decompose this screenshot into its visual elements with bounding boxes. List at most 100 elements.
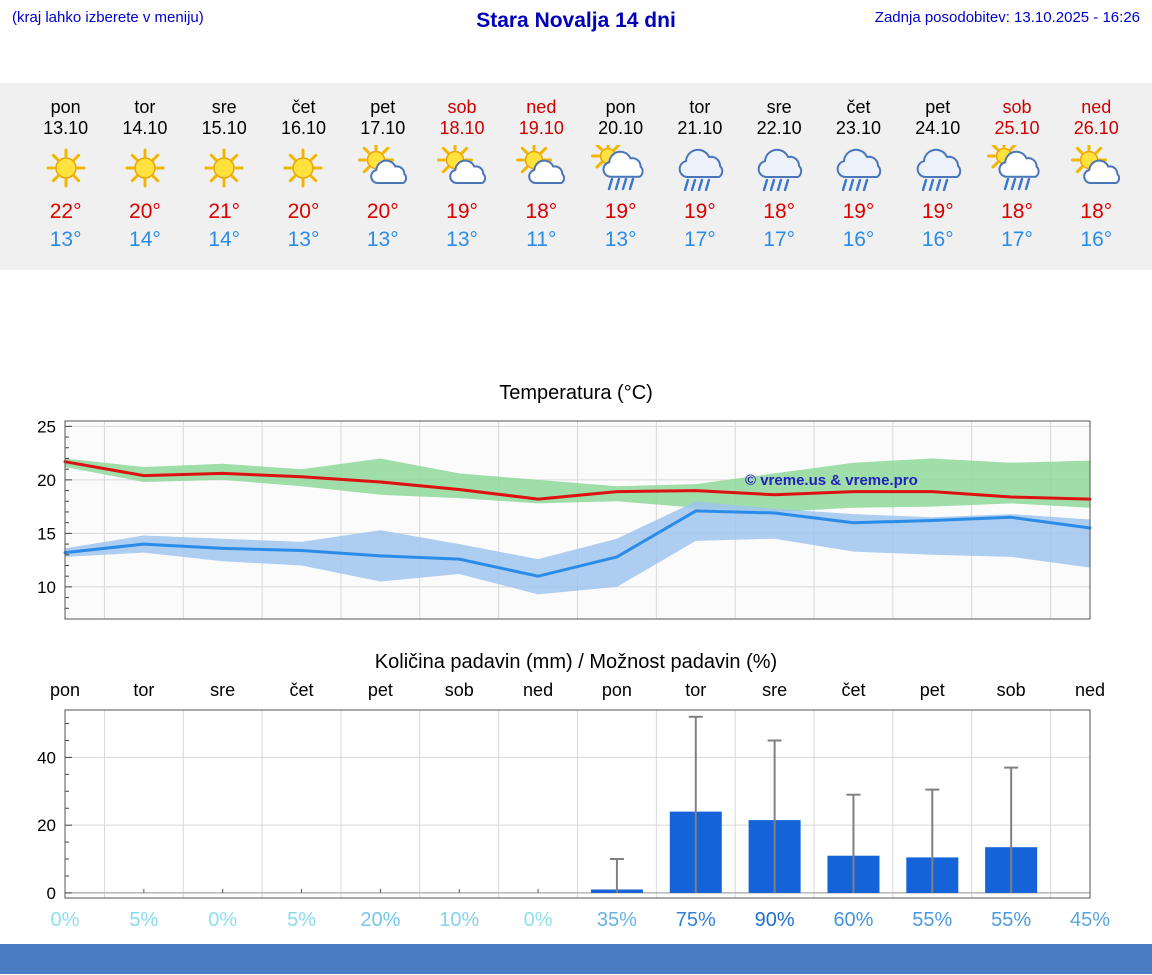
sun-rain-weather-icon (987, 145, 1040, 191)
day-date: 25.10 (994, 118, 1040, 139)
precip-day-label: pon (50, 680, 80, 700)
day-column: sob 25.10 18° 17° (977, 97, 1056, 252)
plot-border (64, 420, 1091, 620)
precip-day-label: čet (290, 680, 314, 700)
sun-ray (51, 175, 59, 183)
day-name: pet (370, 97, 396, 117)
precip-day-label: ned (1075, 680, 1105, 700)
rain-drop (614, 178, 620, 191)
temp-y-tick-label: 15 (37, 525, 56, 544)
precip-probability: 10% (439, 909, 479, 931)
day-column: ned 19.10 18° 11° (502, 97, 581, 252)
high-temp: 20° (366, 200, 399, 224)
watermark: © vreme.us & vreme.pro (745, 472, 918, 489)
max-temp-range-band (65, 458, 1090, 513)
partly-weather-icon (516, 145, 566, 185)
day-date: 24.10 (915, 118, 961, 139)
precip-day-label: ned (523, 680, 553, 700)
day-column: tor 21.10 19° 17° (660, 97, 739, 252)
low-temp: 16° (1080, 228, 1113, 252)
sun-ray (991, 161, 999, 169)
precip-day-label: pet (368, 680, 393, 700)
cloud-shape (449, 160, 487, 185)
day-date: 20.10 (598, 118, 644, 139)
cloud-shape (1083, 160, 1121, 185)
sun-ray (1095, 147, 1103, 155)
rain-drop (842, 179, 848, 192)
sun-ray (210, 175, 218, 183)
precip-day-label: sob (997, 680, 1026, 700)
precip-day-label: čet (841, 680, 865, 700)
footer-bar (0, 944, 1152, 975)
day-date: 26.10 (1073, 118, 1119, 139)
low-temp: 14° (129, 228, 161, 252)
sun-ray (441, 166, 450, 174)
low-temp: 11° (526, 228, 557, 252)
sun-ray (991, 145, 999, 152)
low-temp: 13° (604, 228, 637, 252)
sun-ray (310, 154, 318, 162)
sun-ray (231, 175, 239, 183)
rain-drop (607, 178, 613, 191)
day-column: čet 23.10 19° 16° (819, 97, 898, 252)
precip-y-tick-label: 20 (37, 817, 56, 836)
sun-ray (289, 154, 297, 162)
precipitation-chart: pon tor sre čet pet sob ned pon tor sre čet pet sob n… (37, 680, 1110, 931)
sun-ray (460, 147, 469, 155)
low-temp: 16° (921, 228, 954, 252)
min-temp-line (63, 509, 1092, 579)
precip-day-label: sre (762, 680, 787, 700)
cloud-shape (757, 149, 803, 179)
page-header: (kraj lahko izberete v meniju) Stara Nov… (0, 0, 1152, 33)
precip-probability: 0% (51, 909, 80, 931)
sun-ray (1076, 147, 1084, 155)
high-temp: 19° (604, 200, 637, 224)
temperature-chart-title: Temperatura (°C) (499, 382, 653, 405)
sun-disc (134, 157, 156, 180)
high-temp: 21° (208, 200, 241, 224)
low-temp: 17° (684, 228, 716, 252)
sun-ray (521, 147, 529, 155)
rain-drop (856, 179, 862, 192)
sun-ray (540, 147, 548, 155)
low-temp: 13° (446, 228, 478, 252)
rain-weather-icon (757, 149, 803, 192)
day-column: pet 24.10 19° 16° (898, 97, 977, 252)
day-column: ned 26.10 18° 16° (1057, 97, 1136, 252)
sunny-weather-icon (125, 148, 165, 188)
rain-drop (849, 179, 855, 192)
low-temp: 13° (366, 228, 399, 252)
rain-weather-icon (916, 149, 961, 192)
high-temp: 20° (129, 200, 161, 224)
forecast-strip: pon 13.10 22° 13° tor 14.10 20° 14° sre 15.10 21° 1… (0, 83, 1152, 271)
day-name: sre (211, 97, 237, 117)
precip-probability: 45% (1070, 909, 1110, 931)
day-name: ned (1081, 97, 1112, 117)
day-name: sob (1002, 97, 1032, 117)
day-column: sre 15.10 21° 14° (185, 97, 264, 252)
rain-drop (935, 179, 941, 192)
day-date: 17.10 (360, 118, 406, 139)
precip-probability: 20% (360, 909, 400, 931)
rain-drop (942, 179, 948, 192)
precip-day-label: sre (210, 680, 235, 700)
day-date: 19.10 (518, 118, 564, 139)
rain-drop (928, 179, 934, 192)
precip-probability: 5% (129, 909, 158, 931)
rain-drop (776, 179, 783, 192)
day-name: sob (447, 97, 477, 117)
sunny-weather-icon (46, 148, 86, 188)
rain-drop (1024, 178, 1031, 191)
rain-weather-icon (837, 149, 882, 192)
sun-ray (72, 154, 80, 162)
temp-y-tick-label: 10 (37, 578, 56, 597)
day-date: 13.10 (43, 118, 89, 139)
cloud-shape (916, 149, 961, 179)
day-date: 21.10 (677, 118, 723, 139)
rain-drop (704, 179, 711, 192)
day-date: 15.10 (201, 118, 247, 139)
cloud-shape (998, 151, 1040, 179)
precip-probability: 75% (676, 909, 716, 931)
temp-y-tick-label: 20 (37, 471, 56, 490)
day-name: tor (134, 97, 156, 117)
